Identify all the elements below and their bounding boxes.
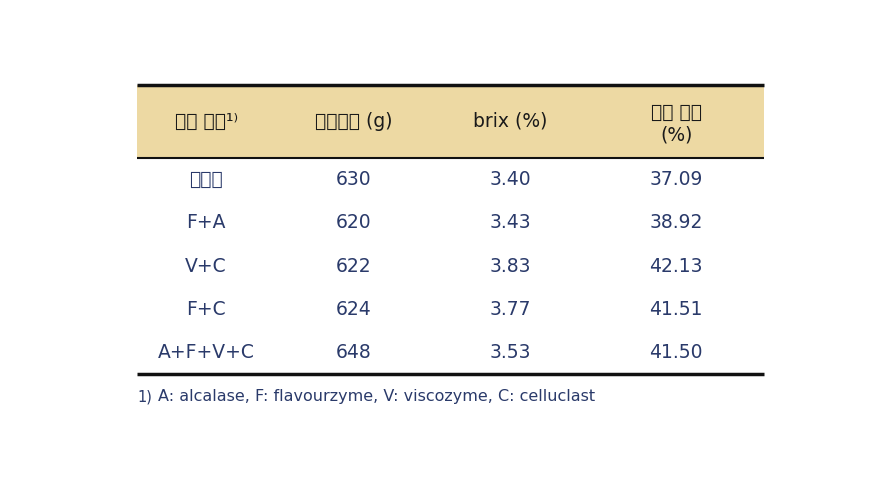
Text: 추출액량 (g): 추출액량 (g) [314,112,392,131]
Text: 38.92: 38.92 [649,213,702,232]
Text: 분말 수율: 분말 수율 [650,102,701,122]
Text: 37.09: 37.09 [649,170,702,189]
Text: V+C: V+C [185,257,227,276]
Text: 648: 648 [335,343,371,362]
Text: 42.13: 42.13 [649,257,702,276]
Text: 3.43: 3.43 [489,213,530,232]
Text: 624: 624 [335,300,371,319]
Text: 처리 효소¹⁾: 처리 효소¹⁾ [175,112,237,131]
Text: 620: 620 [335,213,371,232]
Text: 3.83: 3.83 [489,257,530,276]
Text: 41.51: 41.51 [649,300,702,319]
Text: 3.77: 3.77 [489,300,530,319]
Text: 대조구: 대조구 [189,170,223,189]
Text: F+A: F+A [186,213,226,232]
Text: brix (%): brix (%) [472,112,547,131]
Text: F+C: F+C [186,300,226,319]
Text: 41.50: 41.50 [649,343,702,362]
Text: 3.53: 3.53 [489,343,530,362]
Text: 3.40: 3.40 [489,170,530,189]
Text: (%): (%) [659,125,692,144]
Bar [137,85,763,158]
Text: 622: 622 [335,257,371,276]
Text: A+F+V+C: A+F+V+C [157,343,255,362]
Text: 1): 1) [137,389,152,404]
Text: A: alcalase, F: flavourzyme, V: viscozyme, C: celluclast: A: alcalase, F: flavourzyme, V: viscozym… [157,389,594,404]
Text: 630: 630 [335,170,371,189]
